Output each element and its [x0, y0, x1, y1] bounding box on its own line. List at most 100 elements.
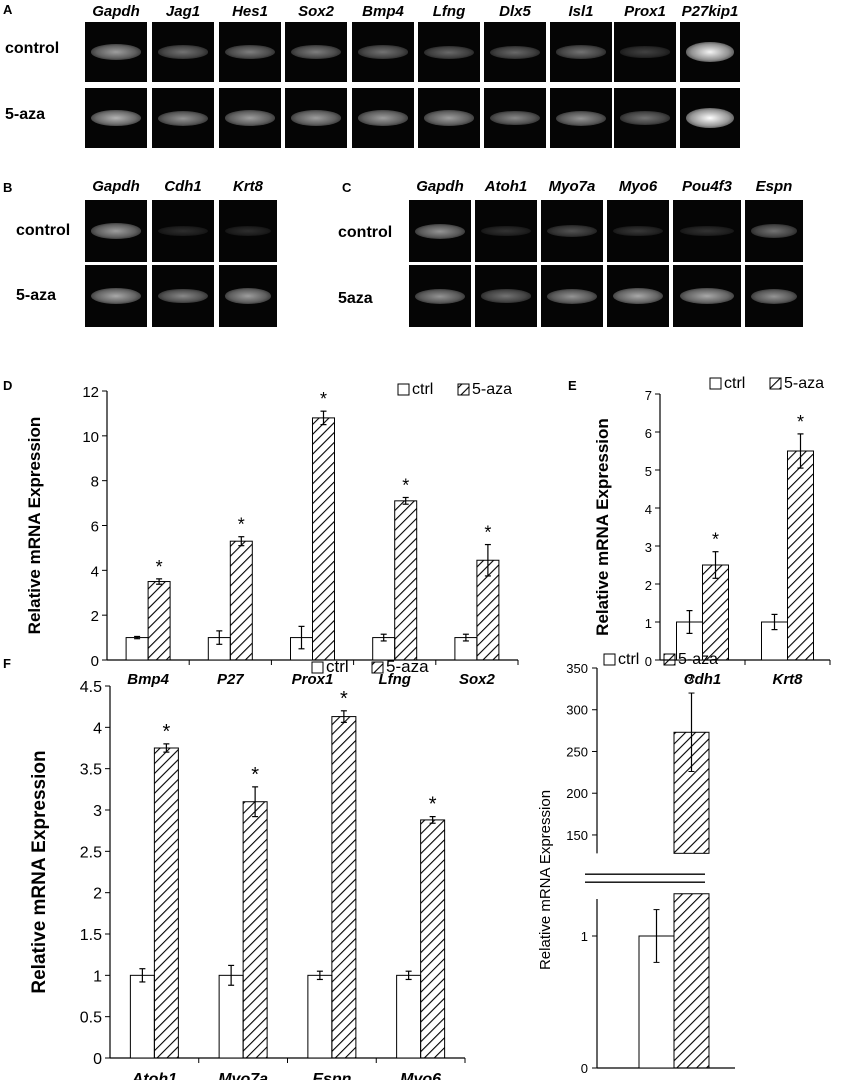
- gel-lane: [152, 265, 214, 327]
- bar-ctrl-atoh1: [129, 974, 155, 1059]
- gel-band: [225, 110, 275, 126]
- gel-lane: [219, 265, 277, 327]
- gel-lane: [745, 200, 803, 262]
- legend-label-ctrl: ctrl: [412, 381, 433, 398]
- lane-label-bmp4: Bmp4: [362, 3, 404, 20]
- gel-lane: [219, 88, 281, 148]
- significance-marker: *: [251, 764, 259, 786]
- legend-label-5-aza: 5-aza: [784, 375, 824, 392]
- bar-ctrl-myo7a: [218, 974, 244, 1059]
- axis-break-gap: [585, 875, 705, 882]
- row-label-5-aza: 5-aza: [5, 106, 46, 123]
- gel-lane: [85, 22, 147, 82]
- significance-marker: *: [340, 688, 348, 710]
- gel-band: [158, 45, 208, 59]
- category-label-krt8: Krt8: [772, 671, 803, 688]
- y-tick-label: 0: [91, 653, 99, 670]
- bar-5-aza-p27: [229, 540, 253, 661]
- legend-label-5-aza: 5-aza: [386, 657, 429, 676]
- legend-swatch-ctrl: [709, 377, 722, 390]
- legend-label-ctrl: ctrl: [724, 375, 745, 392]
- bar-5-aza-prox1: [312, 417, 335, 661]
- bar-5-aza-krt8: [787, 450, 814, 661]
- gel-lane: [418, 88, 480, 148]
- gel-lane: [285, 88, 347, 148]
- gel-band: [358, 45, 408, 59]
- lane-label-pou4f3: Pou4f3: [681, 178, 732, 195]
- gel-lane: [673, 265, 741, 327]
- gel-band: [158, 225, 208, 237]
- y-axis-label: Relative mRNA Expression: [537, 790, 554, 970]
- y-tick-label: 1: [93, 968, 102, 985]
- gel-lane: [607, 200, 669, 262]
- gel-lane: [409, 265, 471, 327]
- y-axis-label: Relative mRNA Expression: [593, 418, 612, 636]
- gel-band: [91, 109, 141, 127]
- y-tick-label: 6: [91, 519, 99, 536]
- gel-lane: [409, 200, 471, 262]
- y-tick-label: 1.5: [80, 927, 102, 944]
- y-tick-label: 4: [645, 502, 652, 517]
- row-label-5-aza: 5-aza: [16, 287, 57, 304]
- bar-5-aza-cdh1: [702, 564, 729, 661]
- significance-marker: *: [429, 794, 437, 816]
- y-tick-label: 10: [82, 429, 99, 446]
- gel-lane: [673, 200, 741, 262]
- gel-lane: [614, 22, 676, 82]
- bar-5-aza-pou4f3-lower: [673, 893, 710, 1069]
- gel-band: [750, 224, 798, 238]
- legend-label-ctrl: ctrl: [618, 651, 639, 668]
- y-tick-label: 3: [93, 803, 102, 820]
- gel-lane: [614, 88, 676, 148]
- lane-label-myo7a: Myo7a: [548, 178, 596, 195]
- y-tick-label: 7: [645, 388, 652, 403]
- gel-lane: [680, 22, 740, 82]
- gel-band: [490, 110, 540, 126]
- category-label-sox2: Sox2: [459, 671, 496, 688]
- gel-band: [91, 288, 141, 304]
- y-axis-label: Relative mRNA Expression: [29, 750, 50, 993]
- panel-letter-b: B: [3, 180, 13, 195]
- gel-band: [686, 42, 734, 62]
- category-label-atoh1: Atoh1: [131, 1071, 177, 1080]
- y-tick-label: 2: [91, 608, 99, 625]
- y-tick-label: 300: [566, 703, 588, 718]
- category-label-lfng: Lfng: [378, 671, 410, 688]
- panel-letter-a: A: [3, 2, 13, 17]
- category-label-p27: P27: [217, 671, 244, 688]
- category-label-bmp4: Bmp4: [127, 671, 169, 688]
- gel-lane: [541, 200, 603, 262]
- significance-marker: *: [402, 475, 409, 495]
- lane-label-gapdh: Gapdh: [92, 3, 140, 20]
- y-tick-label: 12: [82, 384, 99, 401]
- significance-marker: *: [156, 557, 163, 577]
- gel-lane: [745, 265, 803, 327]
- lane-label-espn: Espn: [755, 178, 793, 195]
- y-tick-label: 350: [566, 661, 588, 676]
- gel-lane: [219, 22, 281, 82]
- lane-label-prox1: Prox1: [624, 3, 666, 20]
- bar-5-aza-myo7a: [242, 801, 268, 1059]
- y-tick-label: 1: [581, 929, 588, 944]
- gel-band: [750, 288, 798, 304]
- y-tick-label: 250: [566, 744, 588, 759]
- gel-lane: [285, 22, 347, 82]
- y-tick-label: 1: [645, 616, 652, 631]
- lane-label-isl1: Isl1: [568, 3, 594, 20]
- gel-band: [686, 108, 734, 128]
- gel-band: [424, 110, 474, 126]
- gel-band: [679, 288, 735, 304]
- gel-band: [224, 225, 272, 237]
- gel-band: [291, 110, 341, 126]
- y-tick-label: 2: [645, 578, 652, 593]
- gel-lane: [352, 88, 414, 148]
- lane-label-cdh1: Cdh1: [164, 178, 202, 195]
- gel-lane: [85, 88, 147, 148]
- lane-label-gapdh: Gapdh: [416, 178, 464, 195]
- y-tick-label: 200: [566, 786, 588, 801]
- category-label-cdh1: Cdh1: [684, 671, 722, 688]
- gel-lane: [475, 200, 537, 262]
- y-tick-label: 4.5: [80, 679, 102, 696]
- row-label-control: control: [5, 40, 60, 57]
- chart-e-cdh1-krt8: 0 1 2 3 4 5 6 7 Relative mRNA Expression * Cdh1 * Kr…: [593, 375, 831, 688]
